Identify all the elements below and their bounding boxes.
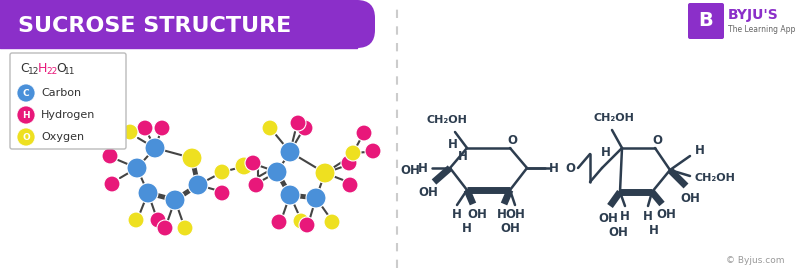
Text: H: H [448,138,458,152]
Text: H: H [452,209,462,221]
Text: H: H [601,146,611,159]
Circle shape [293,213,309,229]
Text: The Learning App: The Learning App [728,25,795,34]
Text: OH: OH [505,209,525,221]
Text: OH: OH [656,209,676,221]
Circle shape [17,84,35,102]
Text: O: O [56,63,66,76]
Circle shape [235,157,253,175]
Text: H: H [462,221,472,235]
Circle shape [102,148,118,164]
FancyBboxPatch shape [0,0,375,48]
Text: O: O [22,132,30,141]
Circle shape [271,214,287,230]
Circle shape [245,155,261,171]
Text: O: O [652,135,662,147]
Circle shape [177,220,193,236]
Text: OH: OH [400,164,420,177]
Circle shape [137,120,153,136]
Text: H: H [38,63,47,76]
Circle shape [157,220,173,236]
Text: 12: 12 [28,67,39,76]
Text: OH: OH [500,221,520,235]
Circle shape [188,175,208,195]
Text: H: H [643,210,653,224]
Text: CH₂OH: CH₂OH [594,113,634,123]
Circle shape [17,128,35,146]
Text: Carbon: Carbon [41,88,81,98]
Circle shape [17,106,35,124]
Circle shape [306,188,326,208]
FancyBboxPatch shape [10,53,126,149]
Text: B: B [698,11,714,31]
Circle shape [297,120,313,136]
Circle shape [299,217,315,233]
Text: OH: OH [418,185,438,198]
Circle shape [104,176,120,192]
Circle shape [214,164,230,180]
Circle shape [127,158,147,178]
Text: SUCROSE STRUCTURE: SUCROSE STRUCTURE [18,16,291,36]
Circle shape [248,177,264,193]
Circle shape [365,143,381,159]
Circle shape [345,145,361,161]
Text: BYJU'S: BYJU'S [728,8,778,22]
Text: H: H [497,207,507,221]
Text: 11: 11 [64,67,75,76]
Text: OH: OH [608,225,628,239]
Text: CH₂OH: CH₂OH [694,173,735,183]
FancyBboxPatch shape [688,3,724,39]
Circle shape [324,214,340,230]
Text: O: O [565,162,575,174]
Text: Hydrogen: Hydrogen [41,110,95,120]
Circle shape [280,142,300,162]
Text: CH₂OH: CH₂OH [426,115,467,125]
Circle shape [356,125,372,141]
Text: O: O [507,135,517,147]
Text: H: H [695,144,705,156]
Circle shape [145,138,165,158]
Text: Oxygen: Oxygen [41,132,84,142]
Text: © Byjus.com: © Byjus.com [726,256,785,265]
Text: 22: 22 [46,67,58,76]
Circle shape [214,185,230,201]
Text: H: H [649,224,659,236]
Circle shape [342,177,358,193]
Text: H: H [22,111,30,120]
Circle shape [182,148,202,168]
Text: C: C [22,88,30,97]
Circle shape [165,190,185,210]
Circle shape [315,163,335,183]
Text: H: H [458,150,468,162]
Circle shape [341,155,357,171]
Text: H: H [418,162,428,174]
Circle shape [138,183,158,203]
Circle shape [122,124,138,140]
Text: C: C [20,63,29,76]
Text: OH: OH [598,212,618,224]
Text: H: H [549,162,559,174]
Circle shape [280,185,300,205]
Circle shape [128,212,144,228]
Circle shape [154,120,170,136]
Circle shape [290,115,306,131]
Circle shape [150,212,166,228]
Text: OH: OH [680,191,700,204]
Circle shape [262,120,278,136]
Circle shape [267,162,287,182]
Text: H: H [620,210,630,224]
Text: OH: OH [467,207,487,221]
